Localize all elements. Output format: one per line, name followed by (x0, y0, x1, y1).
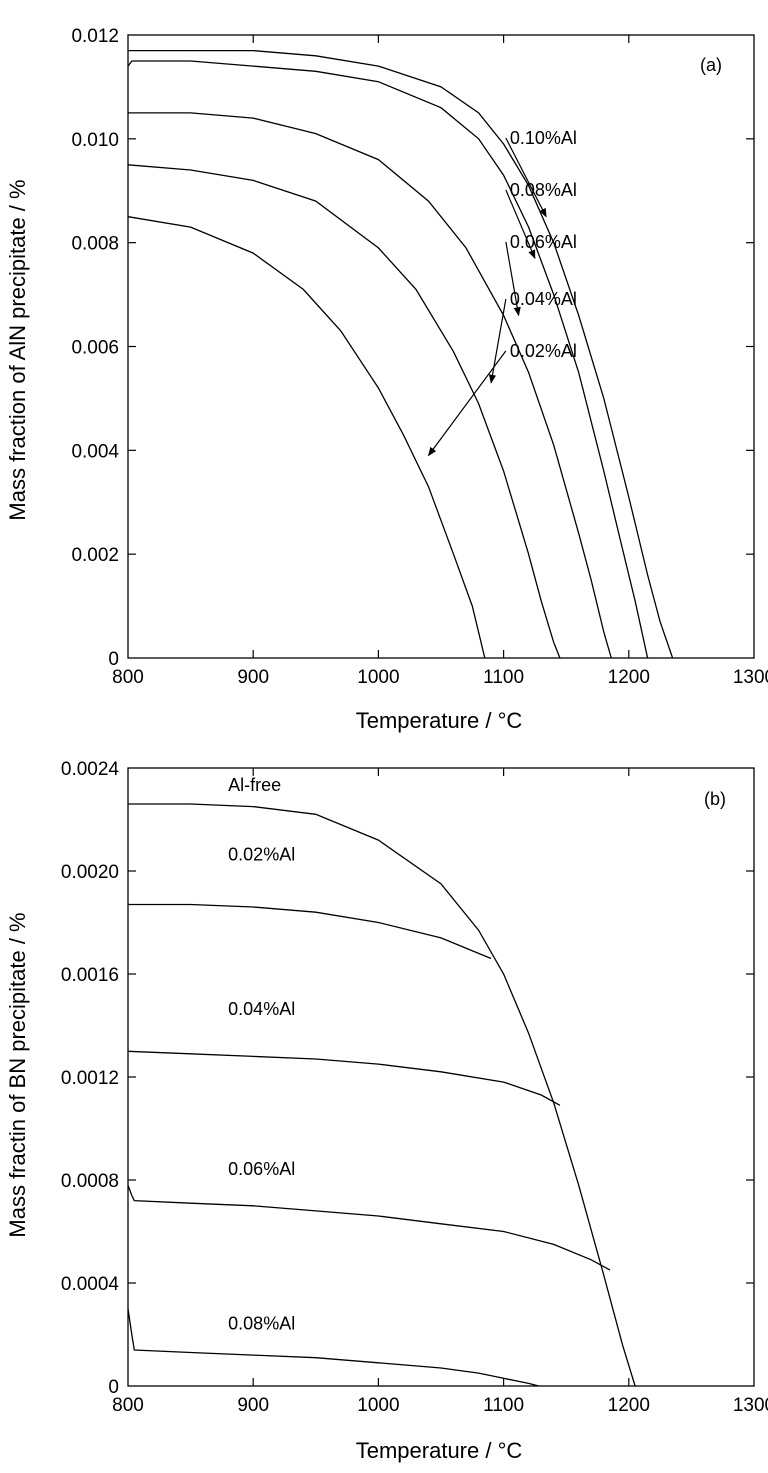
x-tick-label-a: 1000 (357, 667, 399, 688)
y-tick-label-b: 0.0012 (61, 1068, 119, 1089)
series-line-b-3 (127, 1184, 611, 1271)
chart-panel-a: (a) Mass fraction of AlN precipitate / %… (5, 26, 768, 733)
series-arrow-a-3 (488, 298, 507, 384)
y-tick-label-b: 0.0004 (61, 1274, 120, 1295)
series-line-a-4 (127, 216, 486, 659)
y-tick-label-a: 0.012 (71, 26, 119, 47)
plot-frame-b (127, 767, 755, 1387)
series-arrow-a-4 (427, 350, 507, 457)
series-label-a-1: 0.08%Al (510, 180, 577, 200)
x-axis-title-a: Temperature / °C (356, 708, 523, 733)
series-label-a-4: 0.02%Al (510, 341, 577, 361)
x-tick-label-b: 800 (112, 1395, 144, 1416)
y-tick-label-a: 0.006 (71, 338, 119, 359)
series-line-a-0 (128, 49, 674, 659)
series-label-b-4: 0.08%Al (228, 1313, 295, 1333)
x-tick-label-a: 1100 (483, 667, 524, 688)
y-tick-label-a: 0.004 (71, 441, 119, 462)
series-arrow-a-2 (505, 241, 521, 317)
series-arrow-a-1 (505, 189, 536, 260)
x-tick-label-a: 1200 (608, 667, 650, 688)
y-tick-label-b: 0.0024 (61, 759, 120, 780)
y-tick-label-a: 0.008 (71, 234, 119, 255)
y-tick-label-b: 0 (108, 1377, 119, 1398)
x-tick-label-b: 1200 (608, 1395, 650, 1416)
series-line-b-4 (127, 1308, 539, 1387)
series-line-a-2 (128, 112, 612, 659)
x-tick-label-a: 800 (112, 667, 144, 688)
series-line-b-2 (127, 1050, 561, 1106)
panel-label-b: (b) (704, 789, 726, 809)
series-line-b-1 (128, 903, 492, 960)
x-tick-label-a: 900 (237, 667, 269, 688)
y-tick-label-a: 0.002 (71, 545, 119, 566)
series-label-b-3: 0.06%Al (228, 1159, 295, 1179)
series-line-a-3 (127, 164, 561, 659)
y-axis-title-b: Mass fractin of BN precipitate / % (5, 912, 30, 1237)
x-axis-title-b: Temperature / °C (356, 1438, 523, 1463)
series-label-a-3: 0.04%Al (510, 289, 577, 309)
chart-panel-b: (b) Mass fractin of BN precipitate / % T… (5, 759, 768, 1463)
series-label-b-1: 0.02%Al (228, 845, 295, 865)
plot-frame-a (127, 34, 755, 659)
x-tick-label-b: 1000 (357, 1395, 399, 1416)
series-label-b-2: 0.04%Al (228, 999, 295, 1019)
series-label-b-0: Al-free (228, 775, 281, 795)
y-tick-label-b: 0.0008 (61, 1171, 119, 1192)
y-axis-title-a: Mass fraction of AlN precipitate / % (5, 179, 30, 520)
y-tick-label-b: 0.0016 (61, 965, 119, 986)
series-label-a-2: 0.06%Al (510, 232, 577, 252)
x-tick-label-b: 1100 (483, 1395, 524, 1416)
series-line-a-1 (127, 60, 649, 659)
series-arrow-a-0 (505, 137, 547, 218)
y-tick-label-a: 0.010 (71, 130, 119, 151)
y-tick-label-b: 0.0020 (61, 862, 119, 883)
series-label-a-0: 0.10%Al (510, 128, 577, 148)
y-tick-label-a: 0 (108, 649, 119, 670)
series-line-b-0 (128, 803, 636, 1387)
x-tick-label-b: 900 (237, 1395, 269, 1416)
panel-label-a: (a) (700, 55, 722, 75)
